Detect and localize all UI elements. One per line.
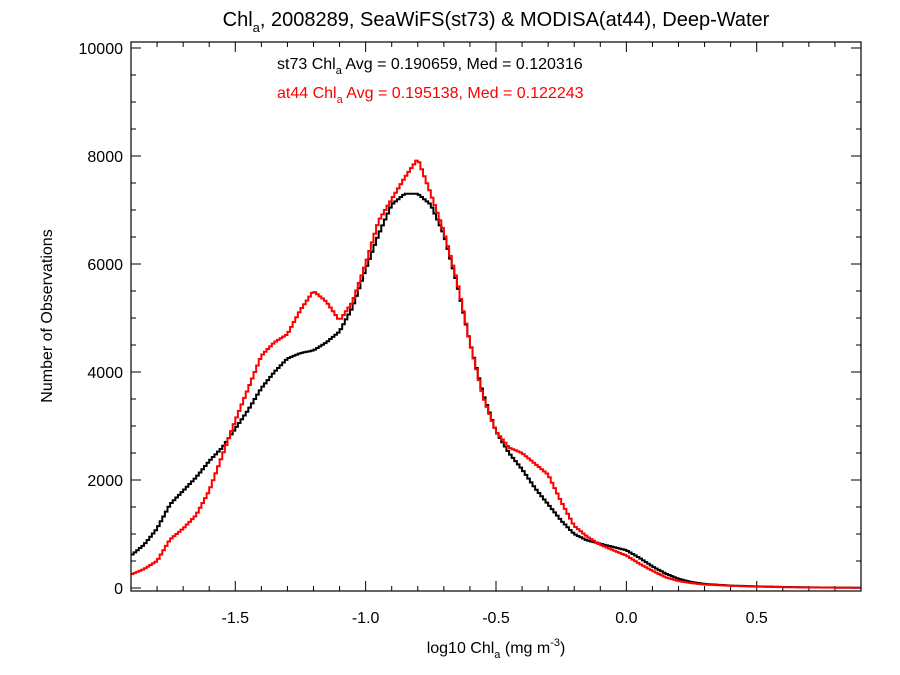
x-tick-label: 0.0 <box>615 610 637 627</box>
axis-ticks: -1.5 -1.0 -0.5 0.0 0.5 0 2000 4000 6000 8000 10000 <box>79 41 862 627</box>
x-tick-label: -1.5 <box>221 610 249 627</box>
x-tick-label: -1.0 <box>352 610 380 627</box>
y-tick-label: 8000 <box>87 149 123 166</box>
y-tick-label: 4000 <box>87 365 123 382</box>
plot-frame <box>130 41 862 592</box>
series-annotation-st73: st73 Chla Avg = 0.190659, Med = 0.120316 <box>277 56 583 77</box>
x-tick-label: -0.5 <box>482 610 510 627</box>
y-tick-label: 6000 <box>87 257 123 274</box>
series-line-at44 <box>131 159 861 589</box>
x-axis-label: log10 Chla (mg m-3) <box>427 637 566 661</box>
y-tick-label: 0 <box>114 581 123 598</box>
y-tick-label: 2000 <box>87 473 123 490</box>
series-line-st73 <box>131 192 861 589</box>
x-tick-label: 0.5 <box>746 610 768 627</box>
y-axis-label: Number of Observations <box>39 229 56 402</box>
chart-title: Chla, 2008289, SeaWiFS(st73) & MODISA(at… <box>223 9 770 35</box>
series-annotation-at44: at44 Chla Avg = 0.195138, Med = 0.122243 <box>277 85 584 106</box>
y-tick-label: 10000 <box>79 41 124 58</box>
data-series <box>131 159 861 589</box>
